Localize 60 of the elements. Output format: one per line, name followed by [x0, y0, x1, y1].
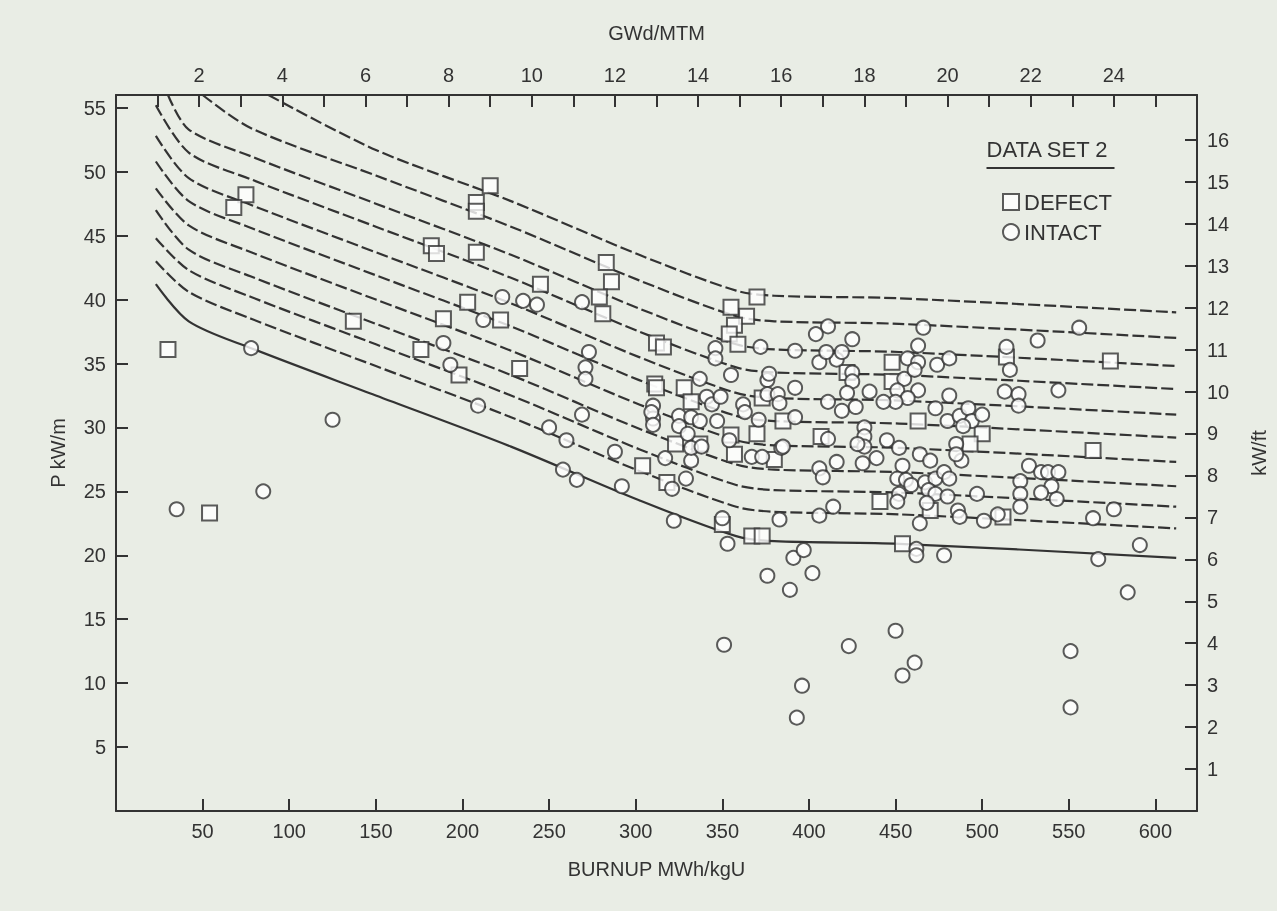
y2-axis-title: kW/ft — [1248, 429, 1270, 476]
line-series — [154, 260, 1178, 530]
x2-tick-label: 14 — [686, 64, 710, 86]
y2-tick-label: 3 — [1207, 674, 1219, 697]
y2-tick-label: 15 — [1207, 170, 1230, 193]
y2-tick-label: 7 — [1207, 506, 1219, 529]
y2-tick-label: 1 — [1207, 758, 1219, 781]
y-tick-label: 5 — [94, 736, 106, 759]
x2-tick-label: 4 — [276, 64, 288, 86]
x-tick-label: 550 — [1052, 820, 1086, 842]
x-tick-label: 150 — [359, 820, 393, 842]
y-tick-label: 50 — [83, 160, 106, 183]
y-tick-label: 55 — [83, 96, 106, 119]
x-tick-label: 600 — [1138, 820, 1173, 842]
legend-label: DEFECT — [1024, 189, 1112, 215]
x2-axis-title: GWd/MTM — [608, 22, 705, 44]
x2-tick-label: 22 — [1019, 64, 1042, 86]
y-tick-label: 20 — [83, 544, 106, 567]
x2-tick-label: 16 — [770, 64, 793, 86]
y-axis-title: P kW/m — [47, 418, 69, 488]
y2-tick-label: 16 — [1207, 128, 1230, 151]
x-tick-label: 300 — [619, 820, 653, 842]
y2-tick-label: 12 — [1207, 296, 1230, 319]
y-tick-label: 45 — [83, 224, 106, 247]
legend-label: INTACT — [1024, 219, 1102, 245]
y-tick-label: 35 — [83, 352, 106, 375]
x2-tick-label: 2 — [193, 64, 205, 86]
y-tick-label: 15 — [83, 608, 106, 631]
x2-tick-label: 18 — [853, 64, 876, 86]
x2-tick-label: 12 — [603, 64, 627, 86]
y2-tick-label: 10 — [1207, 380, 1230, 403]
y2-tick-label: 6 — [1207, 548, 1219, 571]
y2-tick-label: 9 — [1207, 422, 1219, 445]
x2-tick-label: 6 — [359, 64, 372, 86]
x-tick-label: 100 — [272, 820, 306, 842]
x-tick-label: 400 — [792, 820, 826, 842]
x-tick-label: 250 — [532, 820, 566, 842]
y-tick-label: 40 — [83, 288, 106, 311]
y-tick-label: 25 — [83, 480, 106, 503]
legend-title: DATA SET 2 — [986, 136, 1108, 162]
x2-tick-label: 8 — [443, 64, 455, 86]
x2-tick-label: 20 — [936, 64, 959, 86]
y2-tick-label: 2 — [1207, 716, 1219, 739]
y-tick-label: 10 — [83, 672, 106, 695]
x2-tick-label: 10 — [520, 64, 543, 86]
line-series — [154, 160, 1178, 439]
x-tick-label: 50 — [191, 820, 214, 842]
x-tick-label: 350 — [705, 820, 740, 842]
x-axis-title: BURNUP MWh/kgU — [567, 858, 746, 880]
y2-tick-label: 13 — [1207, 254, 1230, 277]
y2-tick-label: 14 — [1207, 212, 1230, 235]
y2-tick-label: 8 — [1207, 464, 1219, 487]
x-tick-label: 200 — [445, 820, 480, 842]
y2-tick-label: 4 — [1207, 632, 1219, 655]
y2-tick-label: 5 — [1207, 590, 1219, 613]
y2-tick-label: 11 — [1207, 338, 1228, 361]
x-tick-label: 450 — [878, 820, 913, 842]
x-tick-label: 500 — [965, 820, 999, 842]
x2-tick-label: 24 — [1102, 64, 1125, 86]
y-tick-label: 30 — [83, 416, 106, 439]
